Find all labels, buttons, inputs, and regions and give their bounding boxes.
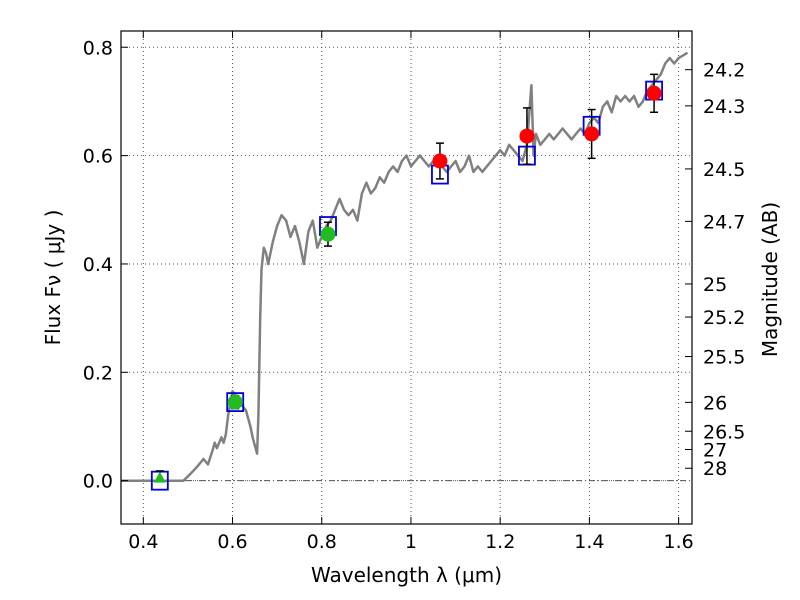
spectrum-line — [121, 51, 689, 482]
y-tick-label: 0.8 — [83, 37, 113, 59]
nir-point — [519, 128, 535, 144]
mag-tick-label: 24.5 — [703, 159, 745, 181]
nir-point — [432, 153, 448, 169]
y-tick-label: 0.6 — [83, 146, 113, 168]
mag-tick-label: 28 — [703, 458, 727, 480]
mag-tick-label: 25 — [703, 274, 727, 296]
optical-point — [227, 394, 243, 410]
plot-frame — [120, 30, 693, 525]
x-tick-label: 1 — [405, 531, 417, 553]
mag-tick-label: 25.2 — [703, 307, 745, 329]
x-tick-label: 1.2 — [485, 531, 515, 553]
y2-axis-label: Magnitude (AB) — [758, 202, 782, 357]
y-tick-label: 0.0 — [83, 471, 113, 493]
x-tick-label: 0.4 — [128, 531, 158, 553]
mag-tick-label: 26.5 — [703, 421, 745, 443]
upper-limit-marker — [153, 471, 166, 483]
x-tick-label: 1.4 — [574, 531, 604, 553]
mag-tick-label: 26 — [703, 392, 727, 414]
model-box — [226, 392, 245, 413]
x-tick-label: 1.6 — [664, 531, 694, 553]
mag-tick-label: 25.5 — [703, 347, 745, 369]
mag-tick-label: 24.7 — [703, 211, 745, 233]
mag-tick-label: 27 — [703, 439, 727, 461]
y-axis-label: Flux Fν ( μJy ) — [41, 210, 65, 346]
nir-point — [584, 126, 600, 142]
spectrum-series — [121, 51, 689, 482]
mag-tick-label: 24.2 — [703, 60, 745, 82]
y-tick-label: 0.2 — [83, 362, 113, 384]
y-tick-label: 0.4 — [83, 254, 113, 276]
axis-ticks: 0.4 0.6 0.8 1 1.2 1.4 1.6 0.0 0.2 0.4 0.6 0.8 24.2 24… — [83, 31, 745, 553]
axis-labels: Wavelength λ (μm) Flux Fν ( μJy ) Magnit… — [41, 202, 782, 587]
model-boxes — [150, 80, 663, 491]
x-tick-label: 0.6 — [217, 531, 247, 553]
x-tick-label: 0.8 — [307, 531, 337, 553]
grid-lines — [121, 31, 692, 524]
data-points — [153, 85, 662, 483]
nir-point — [646, 85, 662, 101]
optical-point — [320, 226, 336, 242]
mag-tick-label: 24.3 — [703, 96, 745, 118]
x-axis-label: Wavelength λ (μm) — [311, 563, 502, 587]
